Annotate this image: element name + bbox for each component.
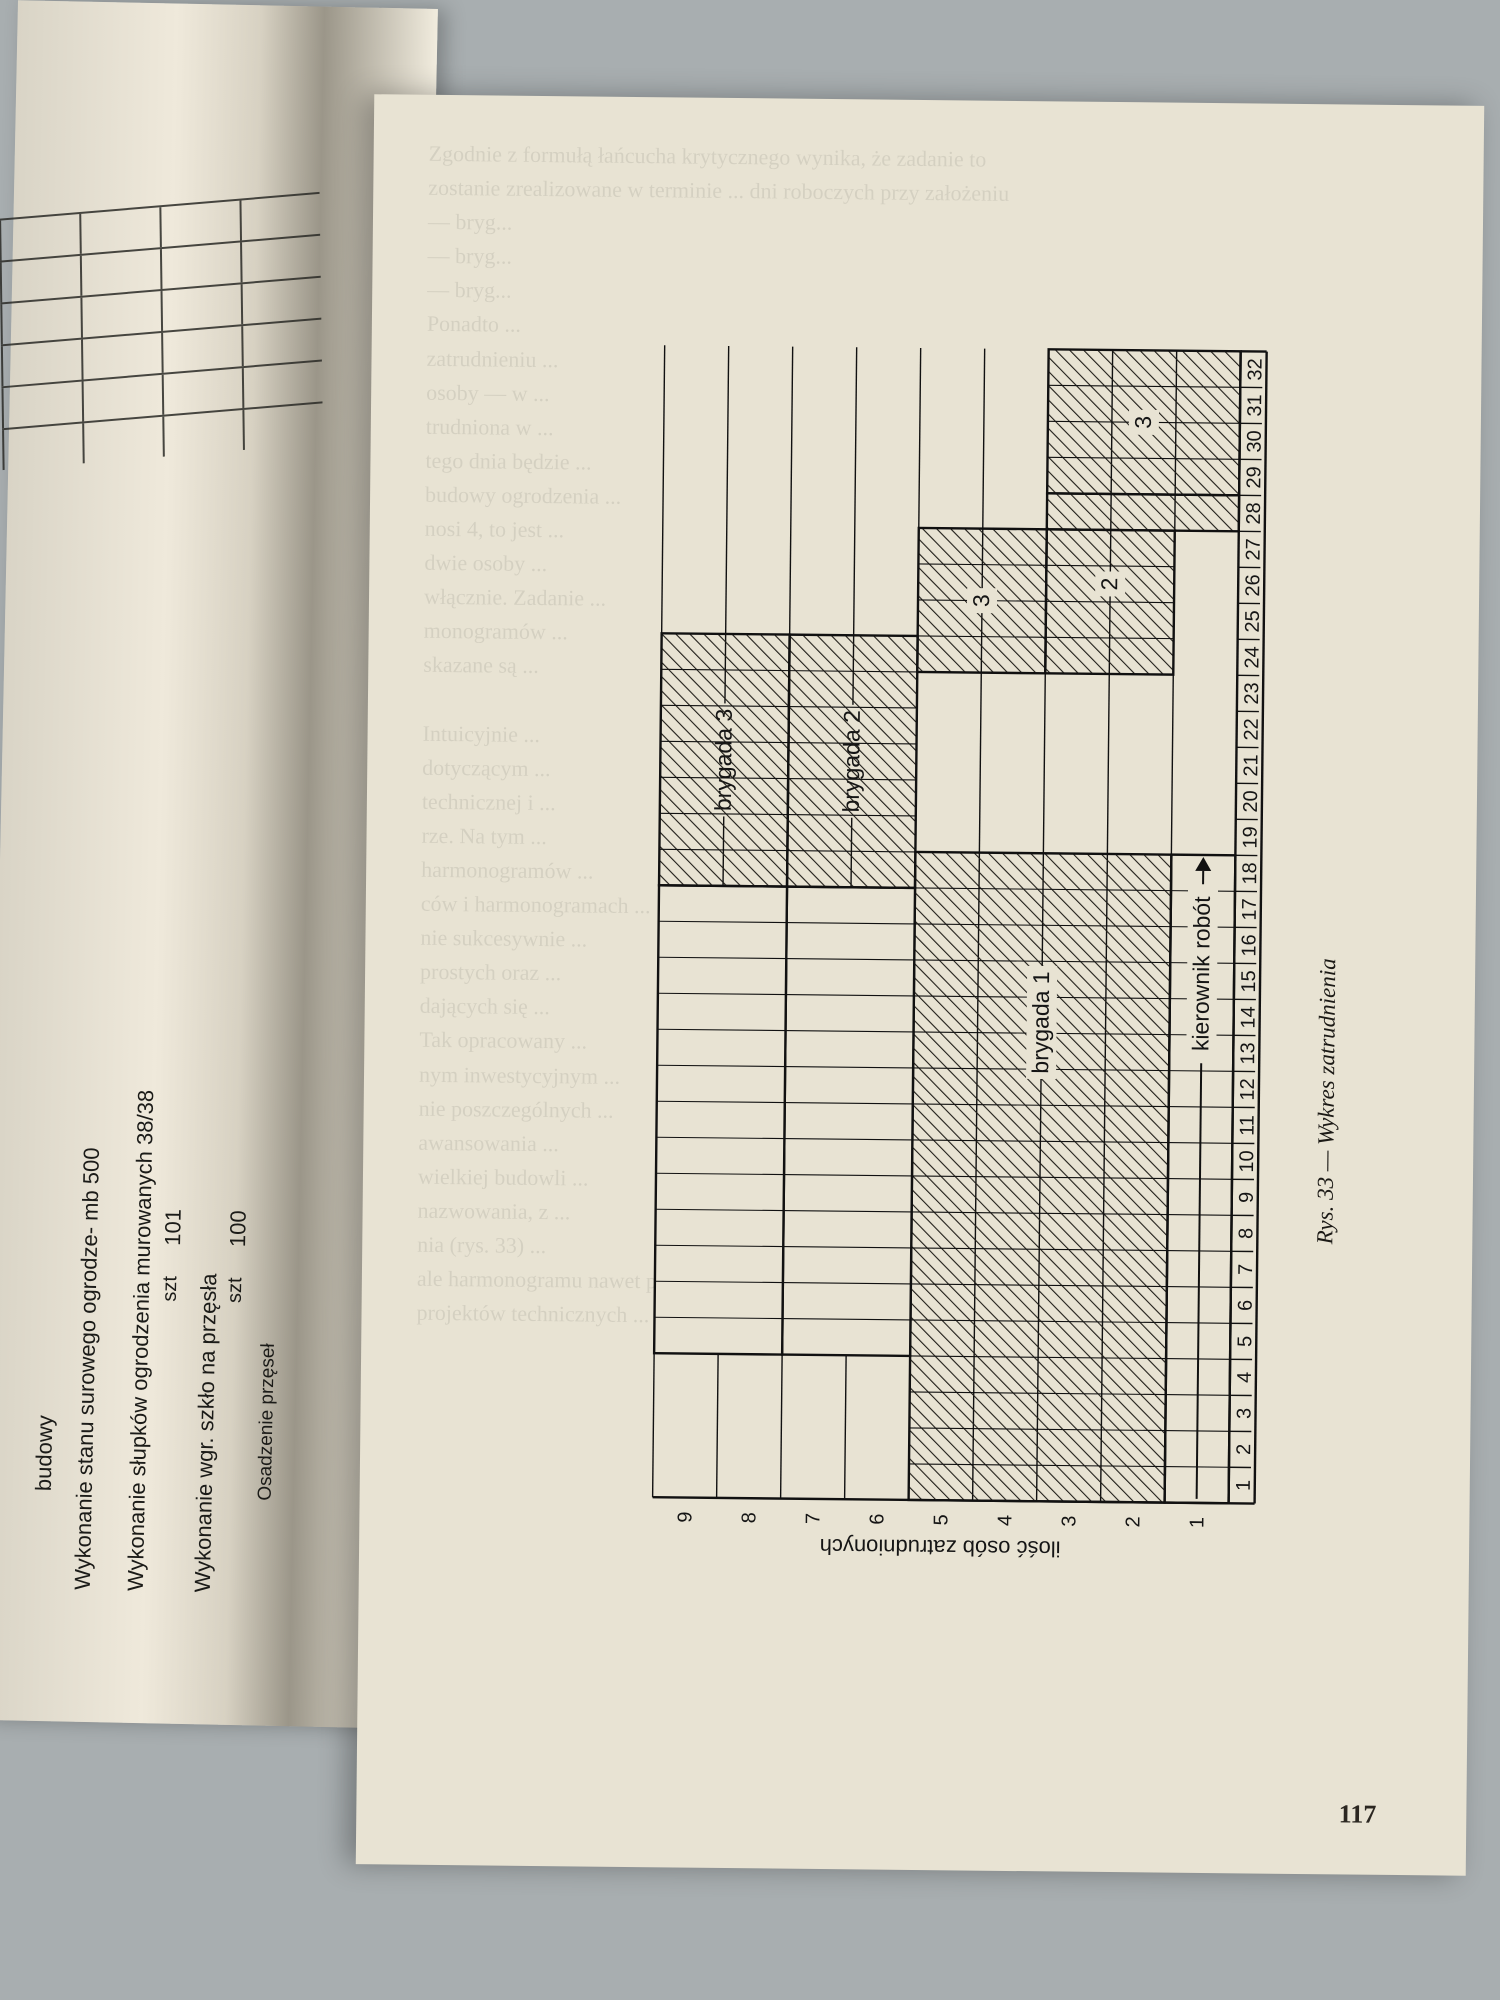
- y-tick: 4: [994, 1515, 1016, 1526]
- x-tick: 30: [1244, 430, 1266, 452]
- photo-scene: budowy Wykonanie stanu surowego ogrodze-…: [0, 0, 1500, 2000]
- band-label: brygada 1: [1027, 971, 1054, 1074]
- caption-prefix: Rys. 33 —: [1312, 1151, 1338, 1245]
- left-page-table-fragment: [0, 192, 339, 1615]
- x-tick: 32: [1244, 358, 1266, 380]
- left-page-row-unit: szt: [224, 1277, 248, 1303]
- y-tick: 8: [738, 1512, 760, 1523]
- band-label: 3: [968, 594, 994, 607]
- x-tick: 26: [1242, 574, 1264, 596]
- x-tick: 16: [1238, 934, 1260, 956]
- left-page-row-unit: szt: [159, 1276, 183, 1302]
- x-tick: 17: [1239, 898, 1261, 920]
- x-tick: 3: [1233, 1408, 1255, 1419]
- x-tick: 9: [1236, 1192, 1258, 1203]
- x-tick: 23: [1241, 682, 1263, 704]
- x-tick: 6: [1235, 1300, 1257, 1311]
- x-tick: 2: [1233, 1444, 1255, 1455]
- caption-title: Wykres zatrudnienia: [1313, 958, 1340, 1145]
- x-tick: 20: [1240, 790, 1262, 812]
- x-tick: 19: [1239, 826, 1261, 848]
- x-tick: 14: [1238, 1006, 1260, 1028]
- figure-caption: Rys. 33 — Wykres zatrudnienia: [1312, 958, 1341, 1244]
- x-tick: 24: [1241, 646, 1263, 668]
- x-tick: 4: [1234, 1372, 1256, 1383]
- x-tick: 8: [1235, 1228, 1257, 1239]
- left-page-row-qty: 100: [225, 1210, 252, 1247]
- book-page: Zgodnie z formułą łańcucha krytycznego w…: [356, 94, 1484, 1876]
- y-tick: 7: [802, 1513, 824, 1524]
- y-tick: 5: [930, 1514, 952, 1525]
- page-number: 117: [1339, 1799, 1377, 1829]
- chart-svg: kierownik robótbrygada 1brygada 2brygada…: [594, 287, 1320, 1602]
- x-tick: 13: [1237, 1042, 1259, 1064]
- left-page-row-label: Osadzenie przęseł: [255, 1343, 280, 1501]
- y-tick: 1: [1186, 1517, 1208, 1528]
- x-tick: 22: [1241, 718, 1263, 740]
- y-tick: 9: [674, 1511, 696, 1522]
- employment-chart: kierownik robótbrygada 1brygada 2brygada…: [594, 287, 1320, 1607]
- y-axis-label: ilość osób zatrudnionych: [820, 1534, 1061, 1562]
- x-tick: 10: [1236, 1150, 1258, 1172]
- x-tick: 15: [1238, 970, 1260, 992]
- x-tick: 29: [1243, 466, 1265, 488]
- band-label: kierownik robót: [1187, 896, 1215, 1052]
- left-page-row-qty: 101: [160, 1209, 187, 1246]
- x-tick: 5: [1234, 1336, 1256, 1347]
- x-tick: 7: [1235, 1264, 1257, 1275]
- y-tick: 2: [1122, 1516, 1144, 1527]
- x-tick: 27: [1242, 538, 1264, 560]
- y-tick: 3: [1058, 1515, 1080, 1526]
- band-label: 2: [1096, 577, 1122, 590]
- left-page-row-label: budowy: [31, 1415, 59, 1491]
- x-tick: 25: [1242, 610, 1264, 632]
- x-tick: 1: [1233, 1480, 1255, 1491]
- x-tick: 31: [1244, 394, 1266, 416]
- x-tick: 12: [1237, 1078, 1259, 1100]
- x-tick: 21: [1240, 754, 1262, 776]
- x-tick: 11: [1236, 1115, 1258, 1136]
- band-label: 3: [1130, 416, 1156, 429]
- x-tick: 28: [1243, 502, 1265, 524]
- x-tick: 18: [1239, 862, 1261, 884]
- y-tick: 6: [866, 1513, 888, 1524]
